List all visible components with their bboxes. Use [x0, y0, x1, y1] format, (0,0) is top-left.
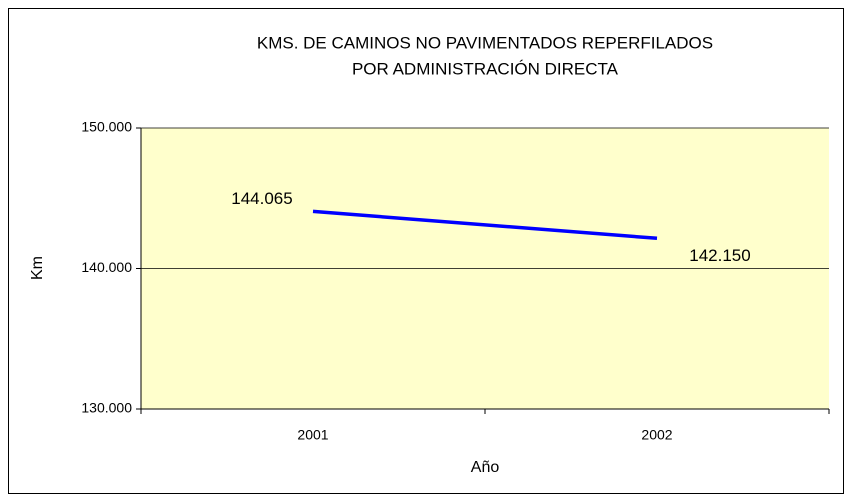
y-tick-label: 130.000 — [81, 400, 132, 416]
y-tick-label: 150.000 — [81, 119, 132, 135]
data-label: 144.065 — [231, 189, 292, 208]
data-label: 142.150 — [689, 246, 750, 265]
data-line — [312, 209, 658, 241]
x-tick-label: 2002 — [641, 427, 672, 443]
y-axis-label: Km — [29, 256, 46, 280]
chart-title: POR ADMINISTRACIÓN DIRECTA — [352, 59, 619, 78]
x-axis-label: Año — [471, 459, 500, 476]
y-tick-label: 140.000 — [81, 259, 132, 275]
chart-title: KMS. DE CAMINOS NO PAVIMENTADOS REPERFIL… — [257, 33, 713, 52]
x-tick-label: 2001 — [297, 427, 328, 443]
